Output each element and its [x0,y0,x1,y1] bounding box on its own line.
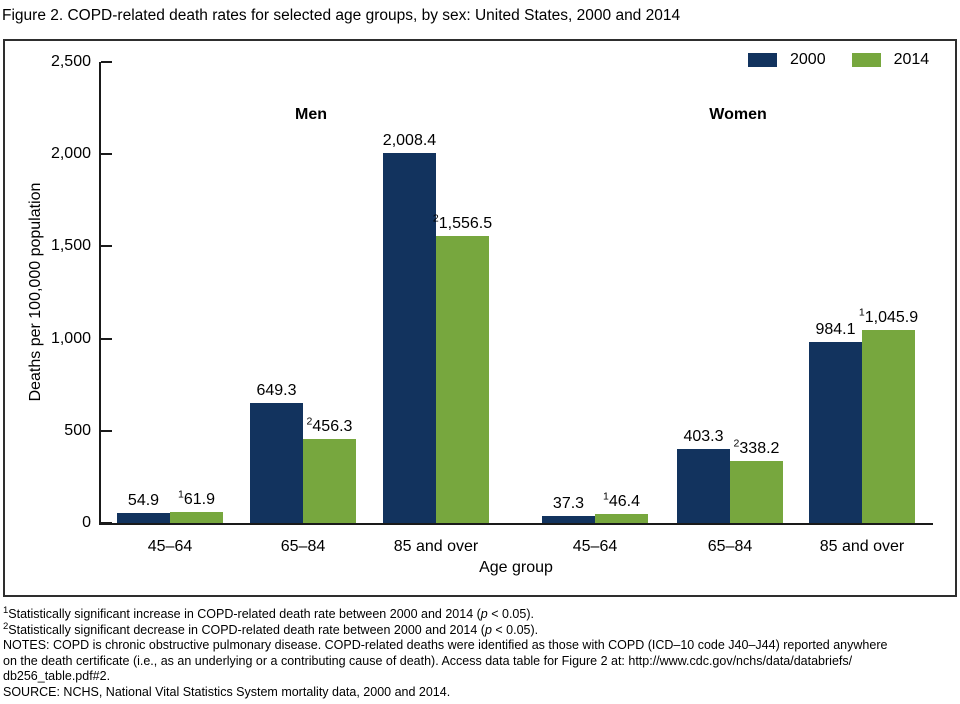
bar-2014 [170,511,223,523]
bar-value-label: 2,008.4 [382,131,437,149]
x-tick-label: 45–64 [572,538,618,555]
significance-superscript: 1 [603,491,609,504]
legend-swatch-2000 [748,53,777,67]
bar-value-label: 54.9 [127,491,160,509]
significance-superscript: 2 [432,212,439,225]
y-tick-mark [101,245,112,248]
y-tick-label: 2,500 [50,53,91,70]
legend-label-2000: 2000 [790,51,826,68]
footnote-1: 1Statistically significant increase in C… [3,604,887,623]
x-axis-line [99,523,933,525]
y-tick-label: 2,000 [50,145,91,163]
bar-2014 [730,460,783,523]
figure-title: Figure 2. COPD-related death rates for s… [2,7,681,24]
notes-line-1: NOTES: COPD is chronic obstructive pulmo… [3,638,888,653]
footnotes: 1Statistically significant increase in C… [3,604,888,701]
y-tick-label: 0 [82,514,91,531]
bar-value-label: 146.4 [603,491,640,511]
x-tick-label: 85 and over [819,538,905,555]
significance-superscript: 1 [178,488,184,501]
bar-2000 [250,403,303,523]
footnote-1-marker: 1 [3,604,9,616]
y-axis-line [99,62,101,525]
panel-title-men: Men [295,106,327,123]
bar-value-label: 403.3 [683,427,724,445]
y-tick-label: 500 [64,421,91,439]
bar-value-label: 21,556.5 [432,212,493,232]
footnote-2-pvalue: p [484,622,492,637]
x-tick-label: 65–84 [280,538,326,555]
bar-2014 [303,438,356,523]
footnote-2-rest: < 0.05). [491,622,539,637]
legend-swatch-2014 [851,53,881,67]
bar-2000 [542,516,595,523]
plot-area: 0 500 1,000 1,500 2,000 2,500 Men 54.9 161.9 45–6… [51,54,933,555]
significance-superscript: 1 [858,306,865,319]
legend: 2000 2014 [748,46,929,74]
y-tick-mark [101,522,112,524]
bar-value-label: 984.1 [815,320,856,338]
x-tick-label: 85 and over [393,538,479,555]
footnote-1-text: Statistically significant increase in CO… [8,607,481,621]
bar-2000 [117,512,170,523]
source-line: SOURCE: NCHS, National Vital Statistics … [3,684,451,699]
footnote-2-text: Statistically significant decrease in CO… [8,622,485,637]
y-axis-title: Deaths per 100,000 population [27,182,44,402]
bar-2014 [436,235,489,523]
bar-2014 [862,330,915,523]
bar-value-label: 37.3 [552,495,585,513]
x-tick-label: 45–64 [147,538,193,555]
footnote-1-rest: < 0.05). [487,607,534,621]
notes-line-3: db256_table.pdf#2. [3,669,111,684]
x-axis-title: Age group [479,559,553,576]
bar-2000 [383,152,436,523]
bar-value-label: 649.3 [256,382,297,400]
y-tick-label: 1,000 [50,329,91,347]
y-tick-mark [101,61,112,63]
legend-label-2014: 2014 [893,51,930,68]
notes-line-2: on the death certificate (i.e., as an un… [3,653,853,668]
y-tick-mark [101,429,112,432]
panel-title-women: Women [709,106,767,123]
significance-superscript: 2 [306,415,313,428]
footnote-1-pvalue: p [480,607,488,621]
footnote-2-marker: 2 [3,620,9,632]
bar-value-label: 11,045.9 [858,306,919,327]
y-tick-label: 1,500 [50,237,91,255]
bar-value-label: 161.9 [178,488,215,508]
bar-value-label: 2338.2 [733,437,780,457]
y-tick-mark [101,337,112,340]
y-tick-mark [101,153,112,156]
x-tick-label: 65–84 [707,538,753,555]
significance-superscript: 2 [733,437,740,450]
bar-2000 [677,448,730,523]
footnote-2: 2Statistically significant decrease in C… [3,620,887,639]
bar-value-label: 2456.3 [306,415,353,435]
bar-2000 [809,341,862,523]
bar-2014 [595,514,648,523]
